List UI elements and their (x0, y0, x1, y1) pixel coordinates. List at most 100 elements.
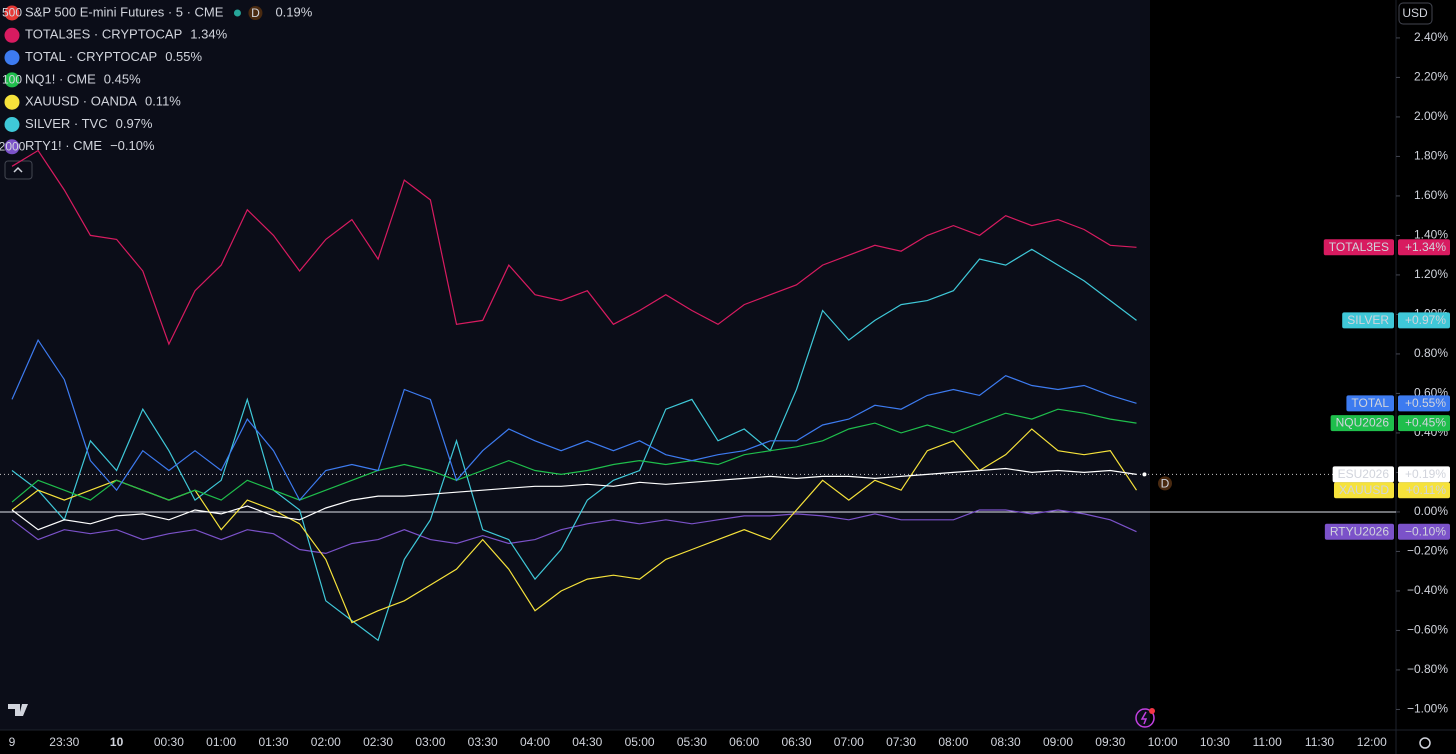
legend-value: 0.97% (116, 116, 153, 131)
legend-icon (4, 94, 20, 110)
collapse-button[interactable] (4, 160, 33, 180)
badge-name: TOTAL (1351, 396, 1389, 410)
badge-name-bg (1332, 466, 1394, 483)
y-tick-label: 2.00% (1414, 109, 1448, 123)
badge-name: SILVER (1347, 313, 1389, 327)
x-tick-label: 12:00 (1357, 735, 1387, 749)
legend-value: 1.34% (190, 27, 227, 42)
badge-name-bg (1346, 395, 1394, 412)
badge-name: TOTAL3ES (1329, 240, 1389, 254)
x-tick-label: 03:00 (415, 735, 445, 749)
price-badge: SILVER +0.97% (1342, 312, 1450, 329)
y-tick-label: −0.20% (1407, 544, 1448, 558)
y-tick-label: −1.00% (1407, 702, 1448, 716)
badge-value: +0.55% (1405, 396, 1446, 410)
price-badge: TOTAL3ES +1.34% (1323, 239, 1450, 256)
series-line (11, 408, 1137, 503)
badge-value: +0.45% (1405, 416, 1446, 430)
legend-icon (4, 72, 20, 88)
badge-value: +1.34% (1405, 240, 1446, 254)
x-tick-label: 08:30 (991, 735, 1021, 749)
future-area (1150, 0, 1396, 730)
badge-value-bg (1398, 239, 1450, 256)
badge-name-bg (1333, 482, 1394, 499)
x-tick-label: 05:00 (625, 735, 655, 749)
legend-icon (4, 50, 20, 66)
x-tick-label: 01:30 (258, 735, 288, 749)
badge-name: ESU2026 (1338, 467, 1390, 481)
series-line (11, 509, 1137, 555)
x-tick-label: 09:00 (1043, 735, 1073, 749)
badge-value-bg (1398, 482, 1450, 499)
x-tick-label: 08:00 (938, 735, 968, 749)
badge-value: +0.11% (1406, 483, 1446, 497)
legend-value: 0.19% (275, 4, 312, 19)
badge-value-bg (1398, 395, 1450, 412)
x-tick-label: 10:30 (1200, 735, 1230, 749)
badge-value-bg (1398, 312, 1450, 329)
legend-icon (4, 27, 20, 43)
x-tick-label: 06:30 (781, 735, 811, 749)
legend-name: SILVER · TVC (25, 116, 108, 131)
legend-icon-text: 2000 (0, 139, 26, 153)
legend-title: S&P 500 E-mini Futures · 5 · CME (25, 4, 224, 19)
session-badge (248, 6, 263, 20)
badge-name-bg (1330, 415, 1394, 432)
last-point (1142, 472, 1147, 477)
alert-icon[interactable] (1135, 708, 1155, 728)
settings-icon[interactable] (1419, 737, 1431, 749)
price-badge: TOTAL +0.55% (1346, 395, 1450, 412)
series-line (11, 338, 1137, 502)
session-dot (1158, 476, 1172, 491)
series-line (11, 467, 1137, 531)
y-tick-label: 1.80% (1414, 149, 1448, 163)
x-tick-label: 04:30 (572, 735, 602, 749)
price-badge: RTYU2026 −0.10% (1324, 523, 1450, 540)
currency[interactable]: USD (1402, 6, 1428, 20)
badge-value: +0.19% (1405, 467, 1446, 481)
price-badge: ESU2026 +0.19% (1332, 466, 1450, 483)
legend-name: XAUUSD · OANDA (25, 94, 137, 109)
x-tick-label: 07:30 (886, 735, 916, 749)
status-dot (233, 9, 241, 17)
y-tick-label: 1.20% (1414, 267, 1448, 281)
y-tick-label: 0.00% (1414, 504, 1448, 518)
currency-button[interactable] (1398, 2, 1433, 25)
session-badge-label: D (251, 6, 260, 20)
badge-name-bg (1323, 239, 1394, 256)
legend-name: NQ1! · CME (25, 71, 96, 86)
badge-name: XAUUSD (1339, 483, 1389, 497)
y-tick-label: 2.20% (1414, 70, 1448, 84)
legend-name: RTY1! · CME (25, 138, 102, 153)
legend-value: 0.55% (165, 49, 202, 64)
y-tick-label: −0.80% (1407, 662, 1448, 676)
legend-icon-text: 100 (2, 73, 22, 87)
x-tick-label: 10:00 (1148, 735, 1178, 749)
x-tick-label: 11:30 (1305, 735, 1334, 749)
badge-name-bg (1324, 523, 1394, 540)
x-tick-label: 02:00 (311, 735, 341, 749)
logo (8, 704, 34, 716)
legend-value: −0.10% (110, 138, 155, 153)
x-tick-label: 05:30 (677, 735, 707, 749)
x-tick-label: 00:30 (154, 735, 184, 749)
y-tick-label: 0.80% (1414, 346, 1448, 360)
plot-area (0, 0, 1150, 730)
y-tick-label: −0.40% (1407, 583, 1448, 597)
badge-value-bg (1398, 466, 1450, 483)
legend-value: 0.45% (104, 71, 141, 86)
x-tick-label: 06:00 (729, 735, 759, 749)
x-tick-label: 04:00 (520, 735, 550, 749)
y-tick-label: 2.40% (1414, 30, 1448, 44)
x-tick-label: 02:30 (363, 735, 393, 749)
x-tick-label: 09:30 (1095, 735, 1125, 749)
legend-icon (4, 117, 20, 132)
price-badge: XAUUSD +0.11% (1333, 482, 1450, 499)
y-tick-label: 1.60% (1414, 188, 1448, 202)
session-label: D (1161, 477, 1170, 491)
badge-value-bg (1398, 415, 1450, 432)
legend-icon-text: 500 (2, 6, 22, 20)
y-tick-label: −0.60% (1407, 623, 1448, 637)
badge-name: NQU2026 (1336, 416, 1390, 430)
